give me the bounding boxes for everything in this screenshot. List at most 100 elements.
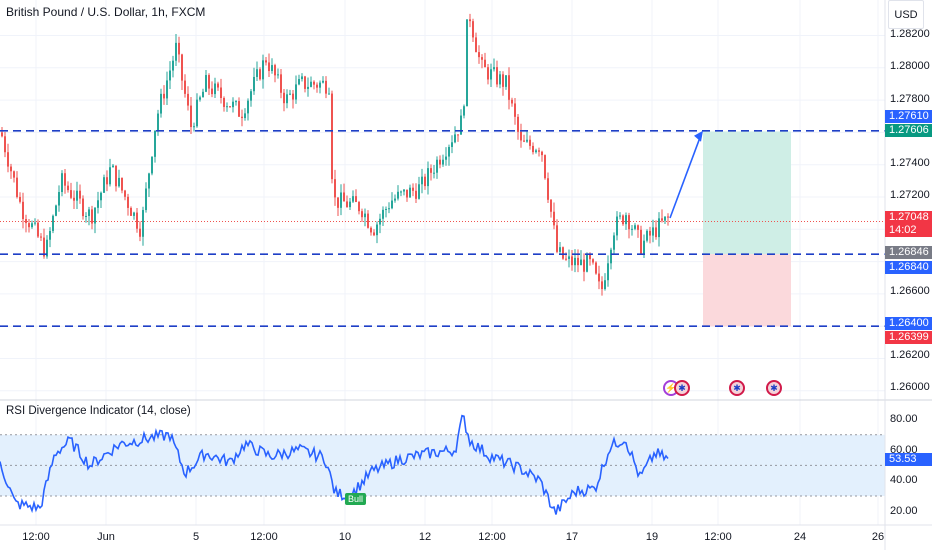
candle-body	[289, 93, 291, 95]
indicator-title[interactable]: RSI Divergence Indicator (14, close)	[6, 405, 191, 417]
x-tick-label: 12	[418, 531, 432, 543]
candle-body	[655, 227, 657, 238]
candle-body	[349, 201, 351, 208]
candle-body	[478, 52, 480, 58]
uk-flag-event-icon[interactable]: ✱	[729, 380, 745, 396]
candle-body	[133, 212, 135, 216]
candle-body	[388, 208, 390, 210]
candle-body	[496, 67, 498, 85]
candle-body	[298, 79, 300, 85]
candle-body	[442, 159, 444, 165]
candle-body	[607, 263, 609, 281]
candle-body	[430, 168, 432, 173]
candle-body	[91, 209, 93, 224]
candle-body	[520, 131, 522, 141]
candle-body	[235, 101, 237, 103]
candle-body	[490, 69, 492, 80]
candle-body	[337, 197, 339, 208]
candle-body	[343, 192, 345, 202]
candle-body	[184, 80, 186, 94]
candle-body	[355, 196, 357, 203]
candle-body	[157, 113, 159, 131]
candle-body	[574, 257, 576, 266]
rsi-tick-label: 40.00	[890, 474, 918, 486]
candle-body	[502, 74, 504, 87]
candle-body	[394, 198, 396, 201]
candle-body	[361, 211, 363, 218]
candle-body	[241, 116, 243, 119]
candle-body	[94, 207, 96, 224]
x-tick-label: 12:00	[250, 531, 278, 543]
projection-arrow-head	[694, 130, 703, 142]
candle-body	[103, 177, 105, 193]
candle-body	[451, 142, 453, 147]
candle-body	[193, 126, 195, 128]
candle-body	[649, 230, 651, 236]
long-position-zones[interactable]	[703, 131, 791, 327]
candle-body	[583, 259, 585, 272]
candle-body	[403, 189, 405, 192]
candle-body	[541, 151, 543, 156]
candle-body	[307, 86, 309, 89]
candle-body	[544, 155, 546, 179]
bull-divergence-label: Bull	[345, 493, 367, 505]
candle-body	[4, 136, 6, 153]
candle-body	[499, 74, 501, 85]
candle-body	[37, 222, 39, 237]
candle-body	[409, 187, 411, 198]
candle-body	[1, 132, 3, 137]
candle-body	[532, 145, 534, 153]
bar-countdown: 14:02	[889, 224, 917, 236]
candle-body	[214, 83, 216, 95]
candle-body	[547, 178, 549, 200]
candle-body	[100, 192, 102, 201]
candle-body	[58, 192, 60, 206]
candle-body	[70, 190, 72, 198]
candle-body	[25, 219, 27, 224]
y-tick-label: 1.26000	[890, 381, 930, 393]
y-tick-label: 1.28200	[890, 28, 930, 40]
candle-body	[562, 247, 564, 259]
candle-body	[253, 76, 255, 92]
uk-flag-event-icon[interactable]: ✱	[766, 380, 782, 396]
candle-body	[202, 91, 204, 98]
entry-price-tag: 1.26846	[885, 246, 932, 259]
candle-body	[79, 190, 81, 199]
candle-body	[118, 177, 120, 187]
candle-body	[643, 240, 645, 254]
y-tick-label: 1.28000	[890, 60, 930, 72]
candle-body	[400, 191, 402, 193]
y-tick-label: 1.27200	[890, 189, 930, 201]
y-tick-label: 1.27800	[890, 93, 930, 105]
uk-flag-event-icon[interactable]: ✱	[674, 380, 690, 396]
candle-body	[538, 150, 540, 152]
candle-body	[415, 190, 417, 199]
candle-body	[370, 227, 372, 233]
candle-body	[460, 115, 462, 135]
candle-body	[436, 159, 438, 173]
candle-body	[523, 140, 525, 142]
profit-zone	[703, 131, 791, 255]
currency-button[interactable]: USD	[888, 0, 924, 29]
candle-body	[28, 223, 30, 228]
candle-body	[163, 93, 165, 99]
candle-body	[76, 190, 78, 201]
horizontal-levels[interactable]	[0, 129, 885, 328]
last-price-value: 1.27048	[889, 211, 929, 223]
candle-body	[61, 173, 63, 193]
candle-body	[148, 173, 150, 189]
x-tick-label: 12:00	[704, 531, 732, 543]
candle-body	[160, 93, 162, 114]
candlestick-series	[1, 13, 669, 296]
candle-body	[595, 262, 597, 274]
candle-body	[301, 76, 303, 80]
candle-body	[433, 172, 435, 174]
candle-body	[19, 196, 21, 202]
last-price-tag: 1.27048 14:02	[885, 211, 932, 237]
candle-body	[322, 80, 324, 83]
candle-body	[448, 146, 450, 157]
candle-body	[364, 213, 366, 218]
candle-body	[604, 280, 606, 290]
symbol-title[interactable]: British Pound / U.S. Dollar, 1h, FXCM	[6, 5, 206, 19]
